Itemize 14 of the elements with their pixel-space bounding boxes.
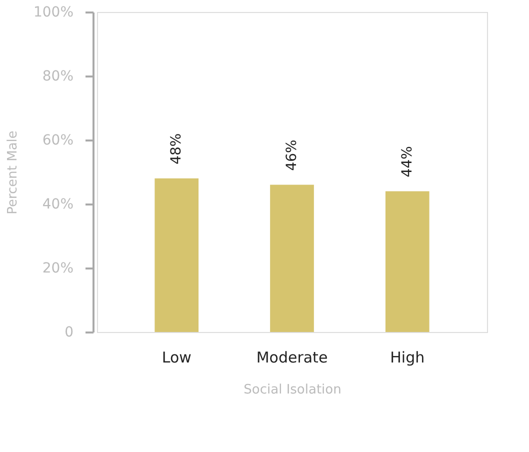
y-axis-title: Percent Male — [5, 130, 20, 214]
x-axis-title: Social Isolation — [244, 382, 342, 398]
y-tick-label: 60% — [42, 132, 74, 148]
x-tick-label: High — [390, 348, 425, 366]
y-tick-label: 20% — [42, 260, 74, 276]
data-label: 46% — [284, 140, 300, 171]
data-label: 48% — [168, 133, 185, 164]
x-tick-label: Moderate — [256, 348, 328, 366]
x-tick-label: Low — [162, 348, 192, 366]
data-label: 44% — [399, 146, 416, 178]
y-tick-label: 0 — [64, 324, 74, 340]
y-tick-label: 80% — [42, 68, 74, 84]
y-tick-label: 100% — [33, 4, 74, 20]
y-tick-label: 40% — [42, 196, 74, 212]
